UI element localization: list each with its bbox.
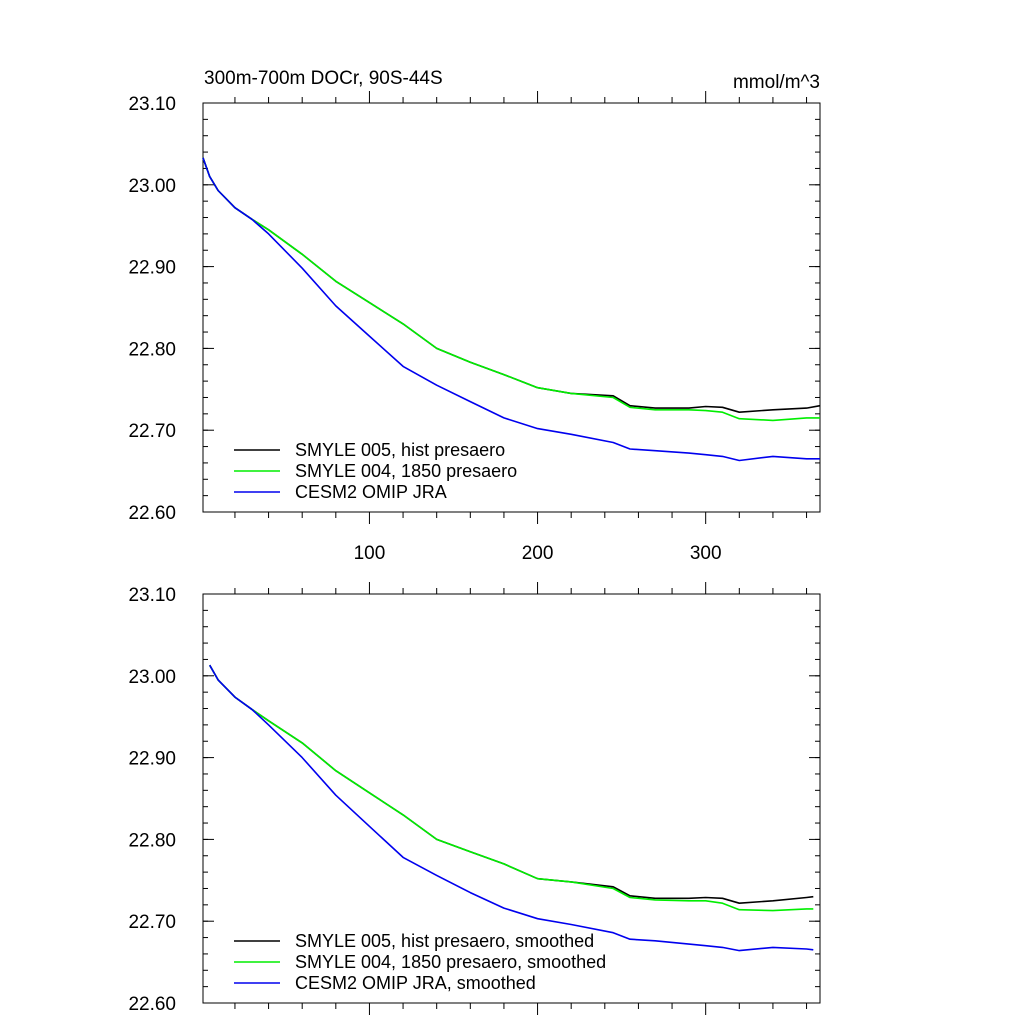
y-tick-label: 22.70 xyxy=(128,912,176,933)
legend-label-2: SMYLE 004, 1850 presaero xyxy=(295,461,517,481)
series-line-3 xyxy=(202,157,820,462)
plot-frame xyxy=(202,593,821,1004)
x-tick-label: 300 xyxy=(690,543,722,564)
y-tick-label: 22.60 xyxy=(128,994,176,1015)
x-tick-label: 100 xyxy=(354,543,386,564)
y-tick-label: 23.10 xyxy=(128,585,176,606)
plot-frame xyxy=(202,102,821,513)
legend-label-3: CESM2 OMIP JRA, smoothed xyxy=(295,973,536,993)
y-tick-label: 22.60 xyxy=(128,503,176,524)
panel-top: 22.60 22.70 22.80 22.90 23.00 23.10 100 200 300 3… xyxy=(128,68,821,564)
legend-label-2: SMYLE 004, 1850 presaero, smoothed xyxy=(295,952,606,972)
y-tick-label: 22.80 xyxy=(128,339,176,360)
y-tick-label: 22.70 xyxy=(128,421,176,442)
series-line-2 xyxy=(202,157,820,422)
series-line-2 xyxy=(209,664,814,912)
panel-bottom: 22.60 22.70 22.80 22.90 23.00 23.10 SMYLE 005,… xyxy=(128,582,821,1015)
y-tick-label: 22.90 xyxy=(128,258,176,279)
y-tick-label: 22.90 xyxy=(128,749,176,770)
y-tick-label: 23.00 xyxy=(128,176,176,197)
legend-label-1: SMYLE 005, hist presaero, smoothed xyxy=(295,931,594,951)
chart-title: 300m-700m DOCr, 90S-44S xyxy=(204,68,443,89)
y-tick-label: 23.10 xyxy=(128,94,176,115)
units-label: mmol/m^3 xyxy=(733,72,820,93)
series-line-1 xyxy=(202,157,821,414)
series-line-3 xyxy=(209,664,814,952)
y-tick-label: 23.00 xyxy=(128,667,176,688)
y-tick-label: 22.80 xyxy=(128,830,176,851)
x-tick-label: 200 xyxy=(522,543,554,564)
legend-label-1: SMYLE 005, hist presaero xyxy=(295,440,505,460)
legend-label-3: CESM2 OMIP JRA xyxy=(295,482,447,502)
